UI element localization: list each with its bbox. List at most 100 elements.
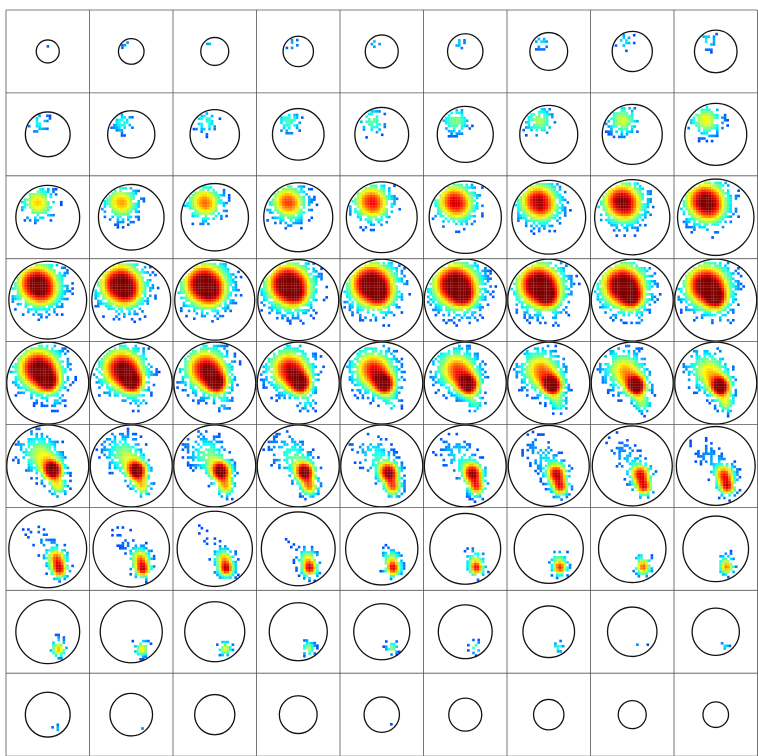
density-pixel — [690, 205, 694, 208]
density-pixel — [442, 303, 445, 306]
density-pixel — [359, 308, 362, 312]
density-pixel — [390, 282, 393, 286]
density-pixel — [470, 196, 474, 200]
density-pixel — [55, 279, 59, 283]
density-pixel — [481, 212, 484, 215]
density-pixel — [27, 276, 30, 280]
density-pixel — [622, 285, 626, 288]
density-pixel — [380, 197, 383, 201]
density-pixel — [348, 306, 352, 309]
density-pixel — [473, 311, 477, 314]
density-pixel — [473, 274, 477, 278]
density-pixel — [136, 291, 139, 295]
density-pixel — [214, 201, 218, 205]
density-pixel — [320, 272, 323, 276]
density-pixel — [395, 272, 398, 275]
density-pixel — [116, 215, 120, 219]
density-pixel — [460, 220, 463, 223]
density-pixel — [356, 197, 360, 201]
density-pixel — [263, 285, 266, 289]
density-pixel — [447, 209, 450, 213]
density-pixel — [700, 210, 704, 213]
density-pixel — [198, 278, 201, 281]
density-pixel — [524, 216, 528, 220]
detector-circle — [282, 35, 315, 68]
density-pixel — [513, 282, 516, 286]
density-pixel — [182, 291, 186, 294]
density-pixel — [137, 202, 140, 206]
density-pixel — [710, 124, 714, 127]
detector-circle — [24, 111, 71, 158]
density-pixel — [296, 280, 300, 284]
density-pixel — [481, 306, 484, 309]
density-pixel — [541, 306, 545, 309]
density-pixel — [729, 197, 733, 200]
density-pixel — [552, 277, 555, 280]
density-pixel — [562, 277, 565, 280]
density-pixel — [188, 207, 192, 210]
density-pixel — [444, 204, 448, 208]
density-pixel — [458, 282, 461, 286]
density-pixel — [554, 295, 558, 299]
density-pixel — [593, 290, 597, 293]
density-pixel — [385, 220, 388, 224]
density-pixel — [127, 207, 130, 211]
density-pixel — [377, 285, 380, 288]
density-pixel — [617, 264, 620, 267]
density-pixel — [110, 278, 113, 282]
density-pixel — [690, 202, 694, 205]
density-pixel — [619, 264, 623, 267]
density-pixel — [289, 270, 292, 273]
density-pixel — [618, 205, 621, 209]
density-pixel — [39, 200, 42, 204]
density-pixel — [549, 306, 552, 309]
density-pixel — [45, 300, 48, 303]
density-pixel — [133, 310, 136, 313]
density-pixel — [103, 200, 107, 203]
density-pixel — [204, 204, 208, 207]
density-pixel — [130, 289, 134, 292]
density-pixel — [194, 212, 197, 215]
density-pixel — [716, 218, 720, 221]
density-pixel — [533, 308, 537, 312]
density-pixel — [636, 208, 639, 211]
density-pixel — [465, 199, 469, 202]
density-pixel — [703, 202, 707, 205]
density-pixel — [400, 269, 404, 273]
density-pixel — [387, 269, 391, 273]
density-pixel — [554, 282, 558, 286]
density-pixel — [45, 308, 48, 311]
density-pixel — [351, 311, 354, 314]
density-pixel — [468, 127, 472, 130]
density-pixel — [540, 224, 544, 228]
density-pixel — [208, 288, 212, 292]
density-pixel — [141, 291, 144, 295]
density-pixel — [460, 119, 464, 122]
density-pixel — [627, 277, 631, 280]
density-pixel — [212, 194, 215, 197]
density-pixel — [641, 187, 645, 191]
density-pixel — [137, 218, 140, 221]
density-pixel — [28, 200, 32, 204]
density-pixel — [633, 107, 637, 110]
density-pixel — [120, 291, 123, 295]
density-pixel — [612, 117, 616, 120]
density-pixel — [14, 284, 17, 288]
density-pixel — [528, 306, 532, 309]
density-pixel — [226, 304, 230, 307]
density-pixel — [700, 121, 703, 125]
density-pixel — [309, 280, 313, 284]
density-pixel — [518, 280, 521, 283]
density-pixel — [395, 298, 398, 301]
density-pixel — [476, 306, 479, 309]
density-pixel — [229, 281, 232, 284]
density-pixel — [53, 274, 56, 277]
density-pixel — [644, 210, 647, 214]
density-pixel — [635, 264, 639, 267]
density-pixel — [289, 193, 293, 196]
density-pixel — [452, 201, 456, 205]
density-pixel — [612, 125, 616, 128]
density-pixel — [204, 194, 208, 197]
density-pixel — [553, 185, 557, 189]
density-pixel — [524, 196, 528, 199]
